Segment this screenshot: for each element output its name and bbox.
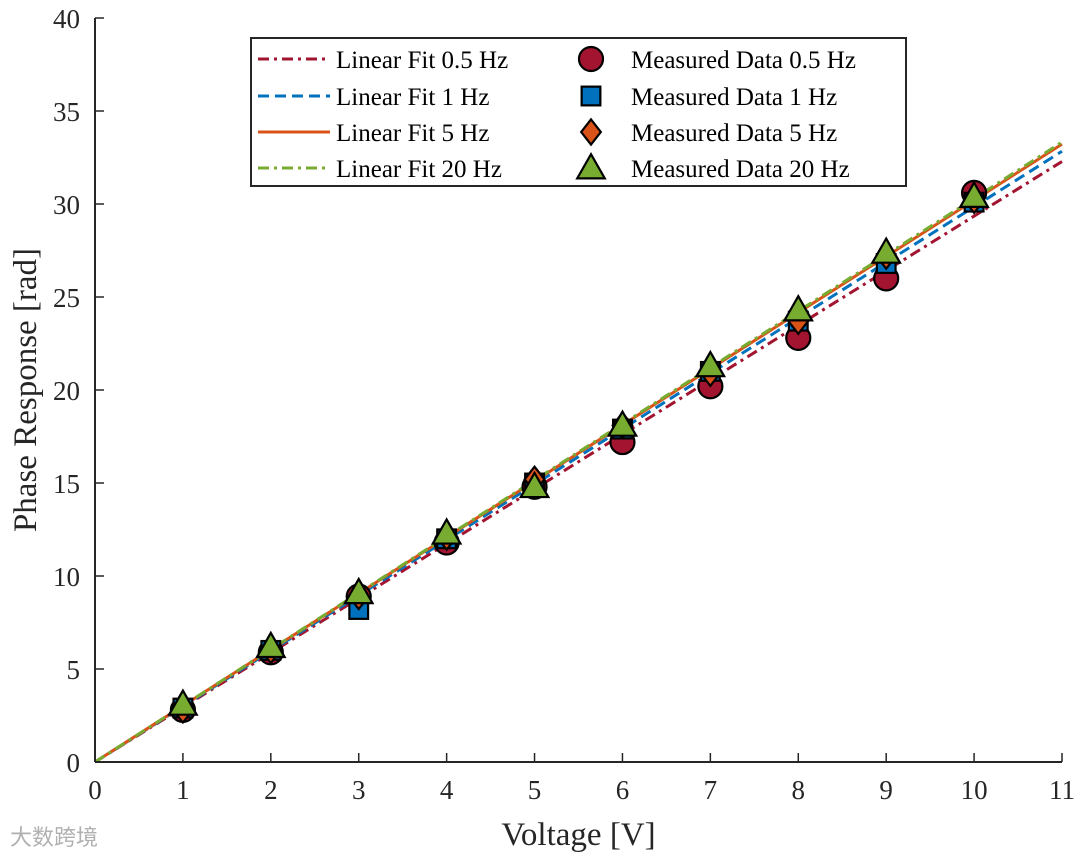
fit-line-0 [94,160,1063,764]
legend-fit-label: Linear Fit 20 Hz [336,156,502,183]
y-tick-label: 40 [53,4,80,34]
legend-series-label: Measured Data 1 Hz [631,84,837,111]
x-tick-label: 4 [440,775,454,805]
y-tick-label: 30 [53,190,80,220]
legend-fit-label: Linear Fit 1 Hz [336,84,489,111]
x-tick-label: 3 [352,775,366,805]
y-tick-label: 0 [67,748,81,778]
data-point [343,576,375,605]
y-tick-label: 25 [53,283,80,313]
x-tick-label: 6 [616,775,630,805]
y-axis-title: Phase Response [rad] [8,248,44,532]
y-tick-label: 15 [53,469,80,499]
data-point [694,349,727,378]
x-tick-label: 10 [961,775,988,805]
legend-fit-label: Linear Fit 5 Hz [336,120,489,147]
y-tick-label: 10 [53,562,80,592]
x-axis-title: Voltage [V] [501,817,655,853]
legend-series-label: Measured Data 20 Hz [631,156,850,183]
legend-marker-swatch [580,85,602,107]
data-markers [167,179,990,725]
legend-fit-label: Linear Fit 0.5 Hz [336,47,508,74]
legend-series-label: Measured Data 0.5 Hz [631,47,856,74]
legend-marker-swatch [577,45,605,73]
data-point [958,180,990,209]
legend-series-label: Measured Data 5 Hz [631,120,837,147]
legend-marker-swatch [579,117,603,147]
data-point [782,294,814,322]
legend: Linear Fit 0.5 Hz Linear Fit 1 Hz Linear F… [250,37,907,187]
y-tick-label: 5 [67,655,81,685]
legend-marker-swatch [575,151,607,180]
watermark: 大数跨境 [10,826,99,851]
x-tick-label: 5 [528,775,542,805]
y-tick-label: 35 [53,97,80,127]
data-point [518,470,551,499]
data-point [430,517,463,545]
data-point [255,630,287,659]
x-tick-label: 0 [88,775,102,805]
series-3 [167,180,990,716]
x-tick-label: 1 [176,775,190,805]
x-tick-label: 2 [264,775,278,805]
data-point [870,236,902,264]
x-tick-label: 8 [792,775,806,805]
data-point [606,409,639,437]
axes: 0 1 2 3 4 5 6 7 8 9 10 11 0 5 10 15 20 25 30 35 40 [53,4,1075,805]
data-point [167,688,199,716]
y-tick-label: 20 [53,376,80,406]
x-tick-label: 7 [704,775,718,805]
fit-lines [94,140,1063,764]
x-tick-label: 11 [1049,775,1075,805]
fit-line-2 [94,142,1063,764]
x-tick-label: 9 [879,775,893,805]
